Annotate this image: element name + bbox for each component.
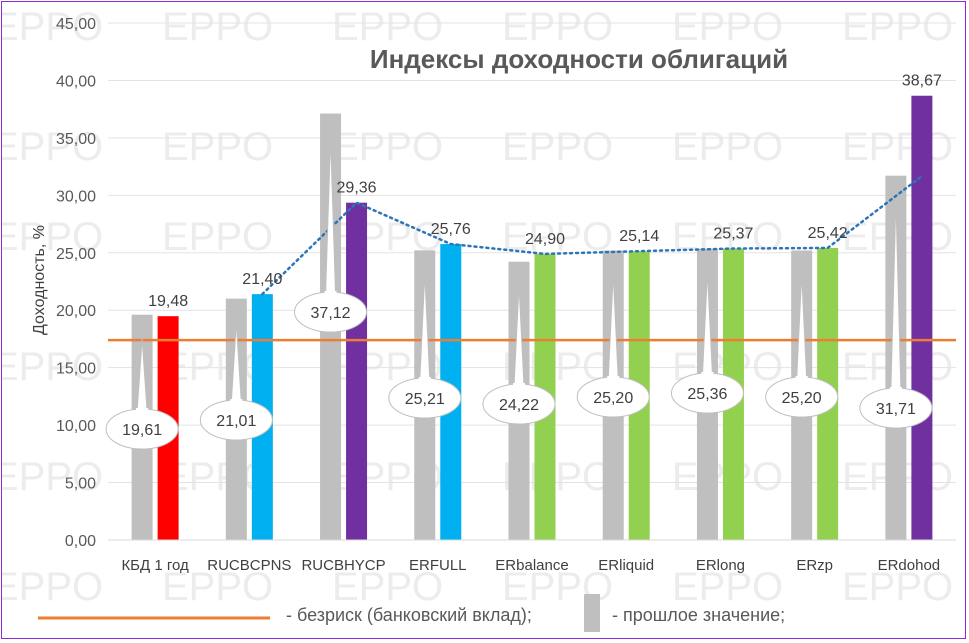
previous-value-label: 24,22 bbox=[499, 397, 539, 414]
legend-previous-swatch bbox=[584, 594, 600, 632]
watermark-text: EPPO bbox=[162, 215, 273, 259]
previous-value-callouts: 19,61 21,01 37,12 25,21 24,22 25,20 25,36 25,20… bbox=[105, 137, 933, 450]
y-tick-label: 45,00 bbox=[56, 16, 96, 33]
y-tick-label: 5,00 bbox=[65, 476, 96, 493]
watermark-text: EPPO bbox=[2, 5, 103, 49]
x-tick-label: ERFULL bbox=[409, 557, 467, 574]
current-value-label: 25,14 bbox=[619, 228, 659, 245]
legend-previous-label: - прошлое значение; bbox=[612, 605, 785, 625]
callout-joint bbox=[513, 383, 525, 387]
watermark-text: EPPO bbox=[842, 565, 953, 609]
callout-joint bbox=[418, 377, 431, 381]
y-tick-label: 30,00 bbox=[56, 188, 96, 205]
callout-joint bbox=[607, 376, 620, 380]
x-tick-label: КБД 1 год bbox=[121, 557, 189, 574]
watermark-text: EPPO bbox=[2, 455, 103, 499]
previous-value-label: 25,20 bbox=[593, 390, 633, 407]
current-value-label: 21,40 bbox=[242, 271, 282, 288]
previous-value-label: 25,20 bbox=[782, 390, 822, 407]
y-tick-label: 25,00 bbox=[56, 246, 96, 263]
chart-title: Индексы доходности облигаций bbox=[370, 44, 788, 74]
legend: - безриск (банковский вклад); - прошлое … bbox=[38, 594, 785, 632]
y-tick-label: 20,00 bbox=[56, 303, 96, 320]
x-tick-label: RUCBCPNS bbox=[207, 557, 291, 574]
watermark-text: EPPO bbox=[672, 125, 783, 169]
current-value-label: 25,37 bbox=[713, 226, 753, 243]
bar-current bbox=[911, 95, 933, 540]
watermark-text: EPPO bbox=[162, 125, 273, 169]
watermark-text: EPPO bbox=[672, 565, 783, 609]
current-value-label: 19,48 bbox=[148, 293, 188, 310]
watermark-text: EPPO bbox=[332, 125, 443, 169]
current-value-labels: 19,48 21,40 29,36 25,76 24,90 25,14 25,37 25,42… bbox=[148, 73, 942, 310]
callout-joint bbox=[795, 376, 808, 380]
watermark-text: EPPO bbox=[332, 5, 443, 49]
y-tick-label: 35,00 bbox=[56, 131, 96, 148]
current-value-label: 25,42 bbox=[808, 225, 848, 242]
previous-value-label: 21,01 bbox=[216, 413, 256, 430]
previous-value-label: 31,71 bbox=[876, 401, 916, 418]
watermark-text: EPPO bbox=[2, 125, 103, 169]
callout-joint bbox=[136, 408, 149, 412]
watermark-text: EPPO bbox=[332, 565, 443, 609]
watermark-text: EPPO bbox=[502, 5, 613, 49]
y-axis-label: Доходность, % bbox=[31, 225, 48, 335]
watermark-text: EPPO bbox=[162, 565, 273, 609]
x-tick-label: ERbalance bbox=[495, 557, 568, 574]
callout-joint bbox=[230, 399, 243, 403]
callout-joint bbox=[889, 387, 902, 391]
x-tick-label: ERlong bbox=[696, 557, 745, 574]
callout-joint bbox=[701, 372, 714, 376]
watermark-text: EPPO bbox=[502, 125, 613, 169]
y-tick-label: 15,00 bbox=[56, 361, 96, 378]
current-value-label: 38,67 bbox=[902, 73, 942, 90]
y-tick-label: 0,00 bbox=[65, 533, 96, 550]
x-axis-labels: КБД 1 год RUCBCPNS RUCBHYCP ERFULL ERbalance… bbox=[121, 557, 940, 574]
current-value-label: 24,90 bbox=[525, 231, 565, 248]
x-tick-label: RUCBHYCP bbox=[301, 557, 385, 574]
bar-current bbox=[346, 202, 368, 540]
callout-joint bbox=[324, 291, 337, 295]
previous-value-label: 37,12 bbox=[311, 305, 351, 322]
current-value-label: 29,36 bbox=[337, 180, 377, 197]
y-tick-label: 40,00 bbox=[56, 73, 96, 90]
watermark-text: EPPO bbox=[2, 215, 103, 259]
legend-riskfree-label: - безриск (банковский вклад); bbox=[286, 605, 532, 625]
watermark-text: EPPO bbox=[162, 5, 273, 49]
current-value-label: 25,76 bbox=[431, 221, 471, 238]
y-tick-label: 10,00 bbox=[56, 418, 96, 435]
watermark-text: EPPO bbox=[672, 5, 783, 49]
watermark-text: EPPO bbox=[842, 5, 953, 49]
trend-line bbox=[261, 174, 924, 296]
previous-value-label: 25,36 bbox=[687, 386, 727, 403]
x-tick-label: ERzp bbox=[796, 557, 833, 574]
previous-value-label: 25,21 bbox=[405, 391, 445, 408]
previous-value-label: 19,61 bbox=[122, 422, 162, 439]
x-tick-label: ERdohod bbox=[878, 557, 941, 574]
watermark-text: EPPO bbox=[842, 125, 953, 169]
x-tick-label: ERliquid bbox=[598, 557, 654, 574]
watermark-text: EPPO bbox=[2, 345, 103, 389]
y-axis-ticks: 0,00 5,00 10,00 15,00 20,00 25,00 30,00 35,00 40… bbox=[56, 16, 96, 550]
watermark-text: EPPO bbox=[2, 565, 103, 609]
